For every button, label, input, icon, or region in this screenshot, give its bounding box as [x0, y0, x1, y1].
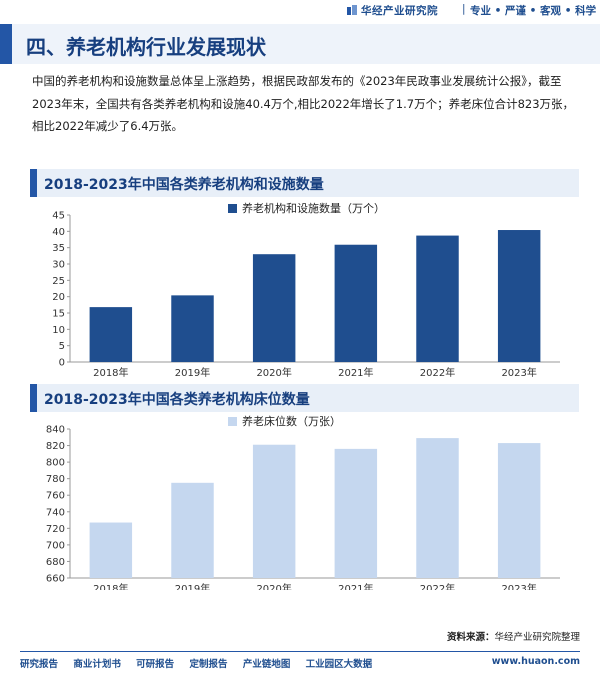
footer-link-research[interactable]: 研究报告	[20, 659, 59, 670]
chart2-x-tick-label: 2020年	[256, 582, 291, 590]
footer-divider	[20, 651, 580, 652]
footer-links: 研究报告 商业计划书 可研报告 定制报告 产业链地图 工业园区大数据	[20, 659, 384, 670]
chart1-x-tick-label: 2022年	[420, 366, 455, 379]
chart2-bar	[334, 448, 378, 578]
chart1-container: 0 5 10 15 20 25 30 35 40 45 2018年 2019年 2020年 2021年 20…	[0, 198, 600, 380]
chart1-x-tick-label: 2023年	[501, 366, 536, 379]
chart2-x-tick-label: 2019年	[175, 582, 210, 590]
chart2-x-tick-label: 2021年	[338, 582, 373, 590]
chart1-x-tick-label: 2019年	[175, 366, 210, 379]
chart2-y-tick-label: 780	[46, 474, 65, 485]
intro-paragraph: 中国的养老机构和设施数量总体呈上涨趋势，根据民政部发布的《2023年民政事业发展…	[32, 74, 575, 133]
chart1-title-bar: 2018-2023年中国各类养老机构和设施数量	[30, 169, 579, 197]
chart2-y-tick-label: 700	[46, 540, 65, 551]
chart2-y-tick-label: 760	[46, 491, 65, 502]
chart1-y-tick-label: 15	[52, 309, 65, 320]
chart1-y-tick-label: 10	[52, 325, 65, 336]
brand-logo-icon	[347, 5, 357, 15]
chart1-y-tick-label: 40	[52, 227, 65, 238]
chart1-y-tick-label: 25	[52, 276, 65, 287]
chart1-x-tick-label: 2020年	[256, 366, 291, 379]
chart2-x-tick-label: 2022年	[420, 582, 455, 590]
institutions-bar-chart: 0 5 10 15 20 25 30 35 40 45 2018年 2019年 2020年 2021年 20…	[52, 201, 560, 379]
page-title-bar: 四、养老机构行业发展现状	[0, 24, 600, 64]
chart1-y-tick-label: 35	[52, 243, 65, 254]
source-label: 资料来源：	[446, 632, 495, 643]
chart2-y-tick-label: 800	[46, 458, 65, 469]
chart2-x-tick-label: 2023年	[501, 582, 536, 590]
footer-link-custom[interactable]: 定制报告	[189, 659, 228, 670]
chart1-x-tick-label: 2021年	[338, 366, 373, 379]
chart2-y-tick-label: 680	[46, 557, 65, 568]
chart1-title-accent	[30, 169, 37, 197]
chart2-container: 660 680 700 720 740 760 780 800 820 840 2018年 2019年…	[0, 412, 600, 590]
chart2-y-tick-label: 840	[46, 425, 65, 436]
footer-link-feasibility[interactable]: 可研报告	[136, 659, 175, 670]
chart1-y-tick-label: 20	[52, 292, 65, 303]
footer: 研究报告 商业计划书 可研报告 定制报告 产业链地图 工业园区大数据 www.h…	[20, 656, 580, 670]
chart2-title: 2018-2023年中国各类养老机构床位数量	[44, 392, 310, 408]
footer-link-industrial-park[interactable]: 工业园区大数据	[305, 659, 373, 670]
chart2-y-tick-label: 660	[46, 574, 65, 585]
chart1-y-tick-label: 45	[52, 211, 65, 222]
chart1-x-tick-label: 2018年	[93, 366, 128, 379]
data-source: 资料来源：华经产业研究院整理	[447, 629, 580, 643]
chart1-legend-label: 养老机构和设施数量（万个）	[242, 201, 385, 215]
chart1-y-tick-label: 0	[59, 358, 65, 369]
chart1-bar	[252, 254, 296, 362]
brand-slogan: 专业 • 严谨 • 客观 • 科学	[470, 5, 597, 17]
chart1-y-tick-label: 30	[52, 260, 65, 271]
chart1-legend-swatch	[228, 204, 237, 213]
page-title: 四、养老机构行业发展现状	[26, 35, 266, 59]
footer-website[interactable]: www.huaon.com	[491, 656, 580, 667]
chart2-x-tick-label: 2018年	[93, 582, 128, 590]
chart2-y-tick-label: 820	[46, 441, 65, 452]
footer-link-business-plan[interactable]: 商业计划书	[73, 659, 121, 670]
brand-name: 华经产业研究院	[361, 5, 438, 17]
chart1-bar	[416, 235, 459, 362]
chart2-y-tick-label: 720	[46, 524, 65, 535]
chart2-bar	[497, 443, 541, 578]
header-separator: |	[462, 3, 466, 15]
chart1-title: 2018-2023年中国各类养老机构和设施数量	[44, 177, 324, 193]
chart2-legend-swatch	[228, 417, 237, 426]
chart1-bar	[171, 295, 214, 362]
footer-link-chain-map[interactable]: 产业链地图	[242, 659, 291, 670]
chart2-bar	[89, 522, 133, 578]
title-accent	[0, 24, 12, 64]
chart2-bar	[416, 438, 459, 578]
chart2-bar	[171, 482, 214, 578]
chart2-bar	[252, 444, 296, 578]
chart1-bar	[334, 244, 378, 362]
chart2-title-bar: 2018-2023年中国各类养老机构床位数量	[30, 384, 579, 412]
source-text: 华经产业研究院整理	[494, 632, 580, 643]
chart1-bar	[89, 307, 133, 362]
chart2-y-tick-label: 740	[46, 507, 65, 518]
chart1-y-tick-label: 5	[59, 341, 65, 352]
beds-bar-chart: 660 680 700 720 740 760 780 800 820 840 2018年 2019年…	[46, 414, 560, 590]
chart2-title-accent	[30, 384, 37, 412]
chart1-bar	[497, 230, 541, 362]
top-bar: 华经产业研究院 | 专业 • 严谨 • 客观 • 科学	[0, 0, 600, 20]
chart2-legend-label: 养老床位数（万张）	[242, 414, 341, 428]
